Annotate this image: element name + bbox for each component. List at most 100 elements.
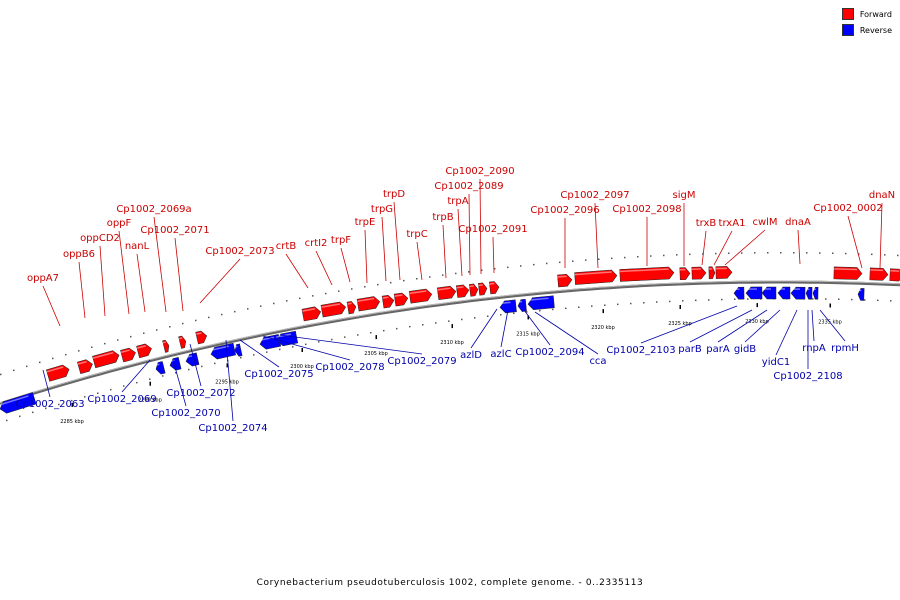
forward-gene-arrow[interactable]: [408, 288, 433, 304]
forward-gene-arrow[interactable]: [136, 343, 154, 359]
forward-gene-arrow[interactable]: [436, 285, 457, 301]
forward-gene-label[interactable]: trpF: [331, 235, 351, 246]
forward-gene-label[interactable]: crtI2: [305, 238, 328, 249]
reverse-gene-label[interactable]: rnpA: [802, 343, 826, 354]
forward-gene-arrow[interactable]: [478, 282, 488, 296]
forward-gene-label[interactable]: oppA7: [27, 273, 59, 284]
forward-gene-arrow[interactable]: [455, 284, 470, 298]
forward-gene-arrow[interactable]: [45, 364, 70, 382]
forward-gene-label[interactable]: cwlM: [752, 217, 777, 228]
reverse-gene-arrow[interactable]: [527, 295, 555, 310]
reverse-gene-arrow[interactable]: [259, 334, 282, 350]
forward-gene-label[interactable]: Cp1002_2098: [612, 204, 681, 215]
reverse-gene-label[interactable]: parB: [678, 344, 702, 355]
forward-gene-label[interactable]: oppB6: [63, 249, 95, 260]
reverse-gene-arrow[interactable]: [168, 357, 182, 371]
gene-shine: [469, 285, 474, 288]
forward-gene-label[interactable]: Cp1002_2091: [458, 224, 527, 235]
forward-gene-label[interactable]: trpE: [355, 217, 376, 228]
forward-gene-label[interactable]: trpC: [406, 229, 427, 240]
reverse-gene-label[interactable]: Cp1002_2074: [198, 423, 267, 434]
forward-gene-label[interactable]: oppCD2: [80, 233, 120, 244]
forward-gene-label[interactable]: Cp1002_0002: [813, 203, 882, 214]
reverse-gene-label[interactable]: Cp1002_2078: [315, 362, 384, 373]
reverse-gene-label[interactable]: Cp1002_2070: [151, 408, 220, 419]
leader-line: [797, 229, 801, 265]
forward-gene-label[interactable]: trxA1: [719, 218, 746, 229]
forward-gene-label[interactable]: dnaN: [869, 190, 895, 201]
forward-gene-arrow[interactable]: [557, 274, 573, 288]
forward-gene-label[interactable]: crtB: [276, 241, 297, 252]
forward-gene-arrow[interactable]: [356, 296, 381, 312]
forward-gene-label[interactable]: trpA: [447, 196, 468, 207]
forward-gene-arrow[interactable]: [691, 266, 707, 280]
forward-gene-label[interactable]: nanL: [125, 241, 150, 252]
reverse-gene-arrow[interactable]: [233, 343, 243, 357]
reverse-gene-label[interactable]: azlD: [460, 350, 482, 361]
forward-gene-label[interactable]: trpB: [432, 212, 453, 223]
reverse-gene-label[interactable]: rpmH: [831, 343, 859, 354]
reverse-gene-label[interactable]: Cp1002_2079: [387, 356, 456, 367]
reverse-gene-arrow[interactable]: [777, 286, 791, 300]
forward-gene-label[interactable]: Cp1002_2096: [530, 205, 599, 216]
reverse-gene-arrow[interactable]: [761, 286, 777, 300]
reverse-gene-label[interactable]: Cp1002_2069: [87, 394, 156, 405]
reverse-gene-arrow[interactable]: [790, 286, 806, 300]
reverse-gene-arrow[interactable]: [184, 352, 200, 367]
forward-gene-label[interactable]: dnaA: [785, 217, 811, 228]
forward-gene-arrow[interactable]: [715, 266, 733, 279]
reverse-gene-label[interactable]: Cp1002_2072: [166, 388, 235, 399]
forward-gene-label[interactable]: sigM: [673, 190, 696, 201]
forward-gene-arrow[interactable]: [301, 306, 322, 322]
reverse-gene-arrow[interactable]: [857, 288, 865, 301]
forward-gene-label[interactable]: trxB: [696, 218, 717, 229]
reverse-gene-label[interactable]: Cp1002_2075: [244, 369, 313, 380]
forward-gene-arrow[interactable]: [489, 281, 500, 295]
reverse-gene-arrow[interactable]: [805, 286, 813, 300]
forward-gene-arrow[interactable]: [120, 347, 137, 363]
forward-gene-label[interactable]: Cp1002_2089: [434, 181, 503, 192]
reverse-gene-label[interactable]: yidC1: [762, 357, 790, 368]
forward-gene-arrow[interactable]: [77, 358, 94, 374]
reverse-gene-label[interactable]: parA: [706, 344, 730, 355]
reverse-gene-label[interactable]: Cp1002_2103: [606, 345, 675, 356]
reverse-gene-label[interactable]: Cp1002_2108: [773, 371, 842, 382]
forward-gene-label[interactable]: Cp1002_2073: [205, 246, 274, 257]
forward-gene-label[interactable]: Cp1002_2097: [560, 190, 629, 201]
reverse-gene-label[interactable]: Cp1002_2094: [515, 347, 584, 358]
reverse-gene-arrow[interactable]: [812, 286, 819, 300]
forward-gene-arrow[interactable]: [195, 330, 208, 345]
forward-gene-arrow[interactable]: [320, 301, 347, 318]
reverse-gene-label[interactable]: Cp1002_2063: [15, 399, 84, 410]
forward-gene-arrow[interactable]: [381, 294, 395, 309]
forward-gene-arrow[interactable]: [833, 266, 863, 280]
reverse-gene-arrow[interactable]: [517, 298, 527, 312]
forward-gene-arrow[interactable]: [92, 349, 120, 369]
forward-gene-arrow[interactable]: [869, 267, 889, 281]
reverse-gene-label[interactable]: cca: [589, 356, 606, 367]
reverse-gene-arrow[interactable]: [745, 286, 763, 300]
forward-gene-arrow[interactable]: [393, 292, 409, 307]
forward-gene-label[interactable]: Cp1002_2090: [445, 166, 514, 177]
forward-gene-arrow[interactable]: [679, 267, 691, 281]
reverse-gene-arrow[interactable]: [0, 392, 37, 415]
forward-gene-arrow[interactable]: [346, 301, 357, 315]
forward-gene-label[interactable]: trpD: [383, 189, 405, 200]
forward-gene-arrow[interactable]: [469, 283, 479, 297]
forward-gene-arrow[interactable]: [619, 266, 675, 282]
forward-gene-label[interactable]: Cp1002_2069a: [116, 204, 191, 215]
forward-gene-arrow[interactable]: [178, 335, 188, 349]
reverse-gene-label[interactable]: azlC: [490, 349, 511, 360]
forward-gene-arrow[interactable]: [889, 268, 900, 282]
reverse-gene-arrow[interactable]: [209, 342, 237, 360]
reverse-gene-label[interactable]: gidB: [734, 344, 756, 355]
forward-gene-label[interactable]: oppF: [107, 218, 132, 229]
forward-gene-arrow[interactable]: [162, 339, 171, 353]
reverse-gene-arrow[interactable]: [499, 299, 517, 314]
forward-gene-arrow[interactable]: [708, 266, 716, 280]
forward-gene-arrow[interactable]: [574, 269, 618, 285]
forward-gene-label[interactable]: trpG: [371, 204, 393, 215]
reverse-gene-arrow[interactable]: [733, 286, 745, 300]
reverse-gene-arrow[interactable]: [154, 361, 166, 375]
forward-gene-label[interactable]: Cp1002_2071: [140, 225, 209, 236]
